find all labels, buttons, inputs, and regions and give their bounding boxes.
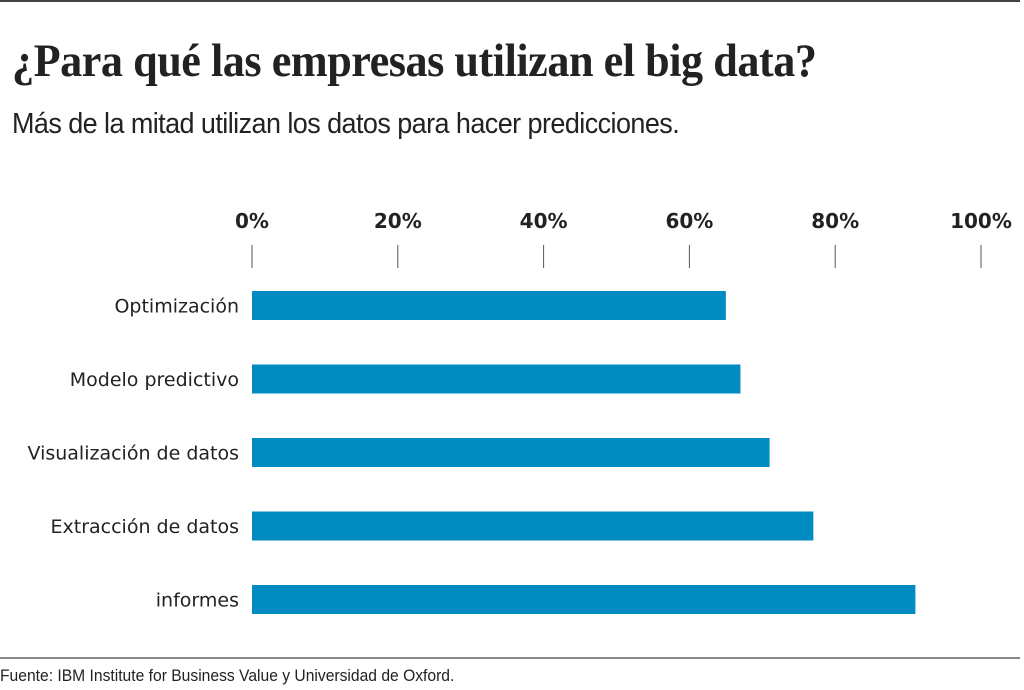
source-note: Fuente: IBM Institute for Business Value… — [0, 666, 455, 685]
x-tick-label: 40% — [520, 209, 568, 233]
x-tick-label: 20% — [374, 209, 422, 233]
x-tick-label: 100% — [950, 209, 1012, 233]
x-tick-label: 60% — [665, 209, 713, 233]
bar — [252, 511, 814, 541]
bar — [252, 291, 726, 320]
top-rule — [0, 0, 1020, 2]
category-label: Visualización de datos — [27, 443, 239, 465]
chart-title: ¿Para qué las empresas utilizan el big d… — [12, 35, 817, 87]
bottom-rule — [0, 657, 1020, 659]
category-label: Extracción de datos — [51, 516, 240, 538]
category-label: Modelo predictivo — [70, 369, 239, 391]
x-tick-label: 0% — [235, 209, 269, 233]
bar — [252, 364, 741, 394]
x-tick-label: 80% — [811, 209, 859, 233]
bar-chart: 0% 20% 40% 60% 80% 100% Optimización Modelo pre… — [27, 209, 1012, 614]
chart-subtitle: Más de la mitad utilizan los datos para … — [12, 108, 680, 140]
category-label: informes — [156, 590, 239, 612]
bar — [252, 585, 916, 614]
category-label: Optimización — [114, 296, 239, 318]
bar — [252, 438, 770, 467]
